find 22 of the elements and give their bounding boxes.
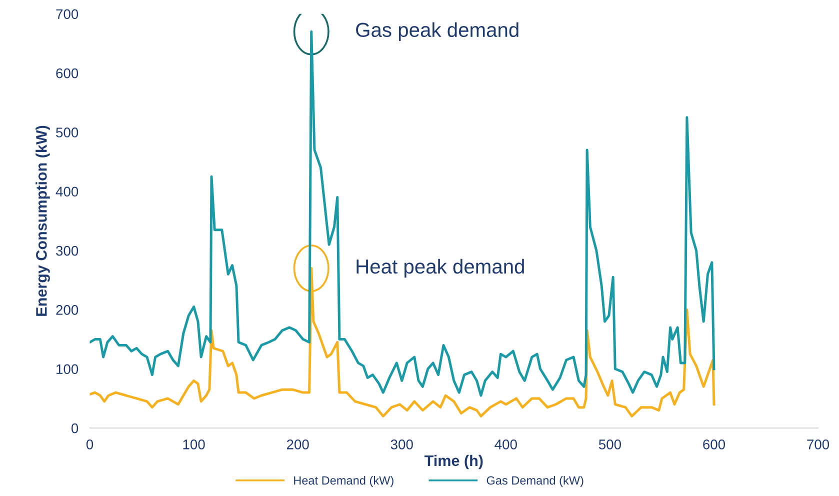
legend-label: Gas Demand (kW) <box>486 476 584 487</box>
x-tick-label: 0 <box>86 440 94 450</box>
annotation: Gas peak demand <box>356 22 518 42</box>
x-tick-label: 100 <box>183 440 205 450</box>
y-tick-label: 300 <box>56 246 78 256</box>
y-axis-title: Energy Consumption (kW) <box>36 126 50 316</box>
x-tick-label: 700 <box>807 440 830 450</box>
x-tick-label: 300 <box>390 440 413 450</box>
y-tick-label: 200 <box>56 305 78 315</box>
x-axis-title: Time (h) <box>424 454 483 470</box>
y-tick-label: 700 <box>56 9 78 20</box>
y-tick-label: 100 <box>56 364 78 374</box>
y-tick-label: 600 <box>56 68 78 78</box>
x-tick-label: 600 <box>703 440 726 450</box>
annotation: Heat peak demand <box>356 258 524 278</box>
y-tick-label: 500 <box>56 128 78 138</box>
x-tick-label: 200 <box>286 440 309 450</box>
x-tick-label: 500 <box>598 440 621 450</box>
y-tick-label: 0 <box>71 423 78 434</box>
y-tick-label: 400 <box>56 186 78 197</box>
x-tick-label: 400 <box>494 440 517 450</box>
legend-label: Heat Demand (kW) <box>294 476 394 487</box>
